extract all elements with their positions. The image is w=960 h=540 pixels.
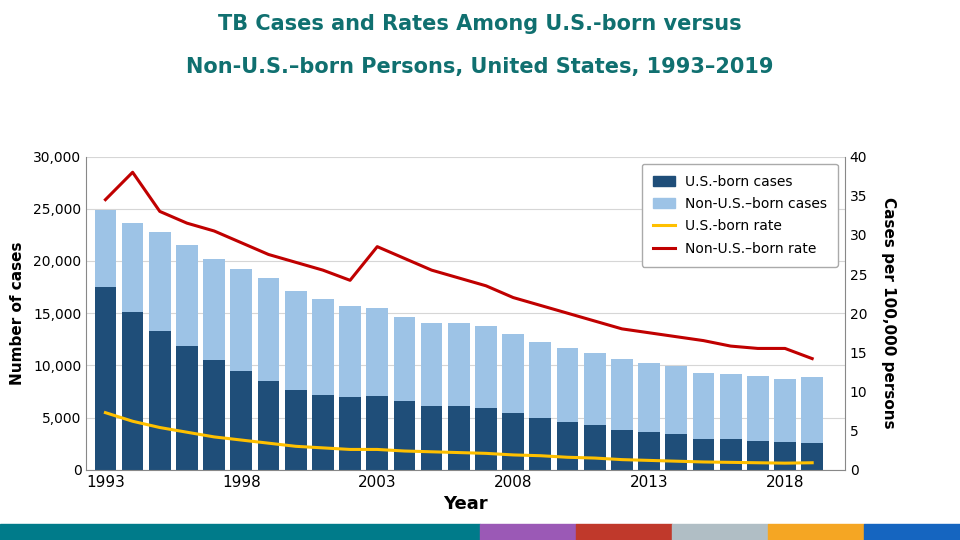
X-axis label: Year: Year (444, 495, 488, 513)
Bar (584, 353, 606, 425)
Bar (257, 279, 279, 381)
Bar (502, 334, 524, 414)
Bar (367, 308, 388, 396)
Bar (285, 291, 306, 390)
Bar (665, 366, 687, 434)
Bar (475, 326, 497, 408)
Bar (149, 232, 171, 330)
Bar (230, 269, 252, 371)
Bar (611, 359, 633, 430)
Bar (747, 441, 769, 470)
Bar (94, 287, 116, 470)
Bar (530, 418, 551, 470)
Bar (638, 363, 660, 432)
Y-axis label: Cases per 100,000 persons: Cases per 100,000 persons (881, 198, 897, 429)
Bar (774, 442, 796, 470)
Bar (502, 414, 524, 470)
Bar (611, 430, 633, 470)
Text: Non-U.S.–born Persons, United States, 1993–2019: Non-U.S.–born Persons, United States, 19… (186, 57, 774, 77)
Bar (339, 306, 361, 397)
Bar (394, 317, 416, 401)
Bar (774, 379, 796, 442)
Bar (420, 323, 443, 406)
Bar (339, 397, 361, 470)
Legend: U.S.-born cases, Non-U.S.–born cases, U.S.-born rate, Non-U.S.–born rate: U.S.-born cases, Non-U.S.–born cases, U.… (641, 164, 838, 267)
Bar (285, 390, 306, 470)
Bar (584, 425, 606, 470)
Bar (557, 348, 579, 422)
Bar (802, 377, 823, 443)
Bar (176, 245, 198, 346)
Text: TB Cases and Rates Among U.S.-born versus: TB Cases and Rates Among U.S.-born versu… (218, 14, 742, 33)
Bar (747, 376, 769, 441)
Bar (312, 299, 334, 395)
Bar (720, 374, 741, 439)
Bar (204, 360, 225, 470)
Bar (448, 407, 469, 470)
Bar (257, 381, 279, 470)
Bar (94, 210, 116, 287)
Bar (530, 342, 551, 418)
Bar (475, 408, 497, 470)
Bar (448, 323, 469, 407)
Bar (122, 313, 143, 470)
Bar (420, 406, 443, 470)
Bar (367, 396, 388, 470)
Bar (230, 371, 252, 470)
Bar (692, 373, 714, 438)
Y-axis label: Number of cases: Number of cases (10, 241, 25, 385)
Bar (638, 432, 660, 470)
Bar (149, 330, 171, 470)
Bar (176, 346, 198, 470)
Bar (665, 434, 687, 470)
Bar (720, 439, 741, 470)
Bar (394, 401, 416, 470)
Bar (557, 422, 579, 470)
Bar (204, 259, 225, 360)
Bar (312, 395, 334, 470)
Bar (122, 223, 143, 313)
Bar (692, 438, 714, 470)
Bar (802, 443, 823, 470)
